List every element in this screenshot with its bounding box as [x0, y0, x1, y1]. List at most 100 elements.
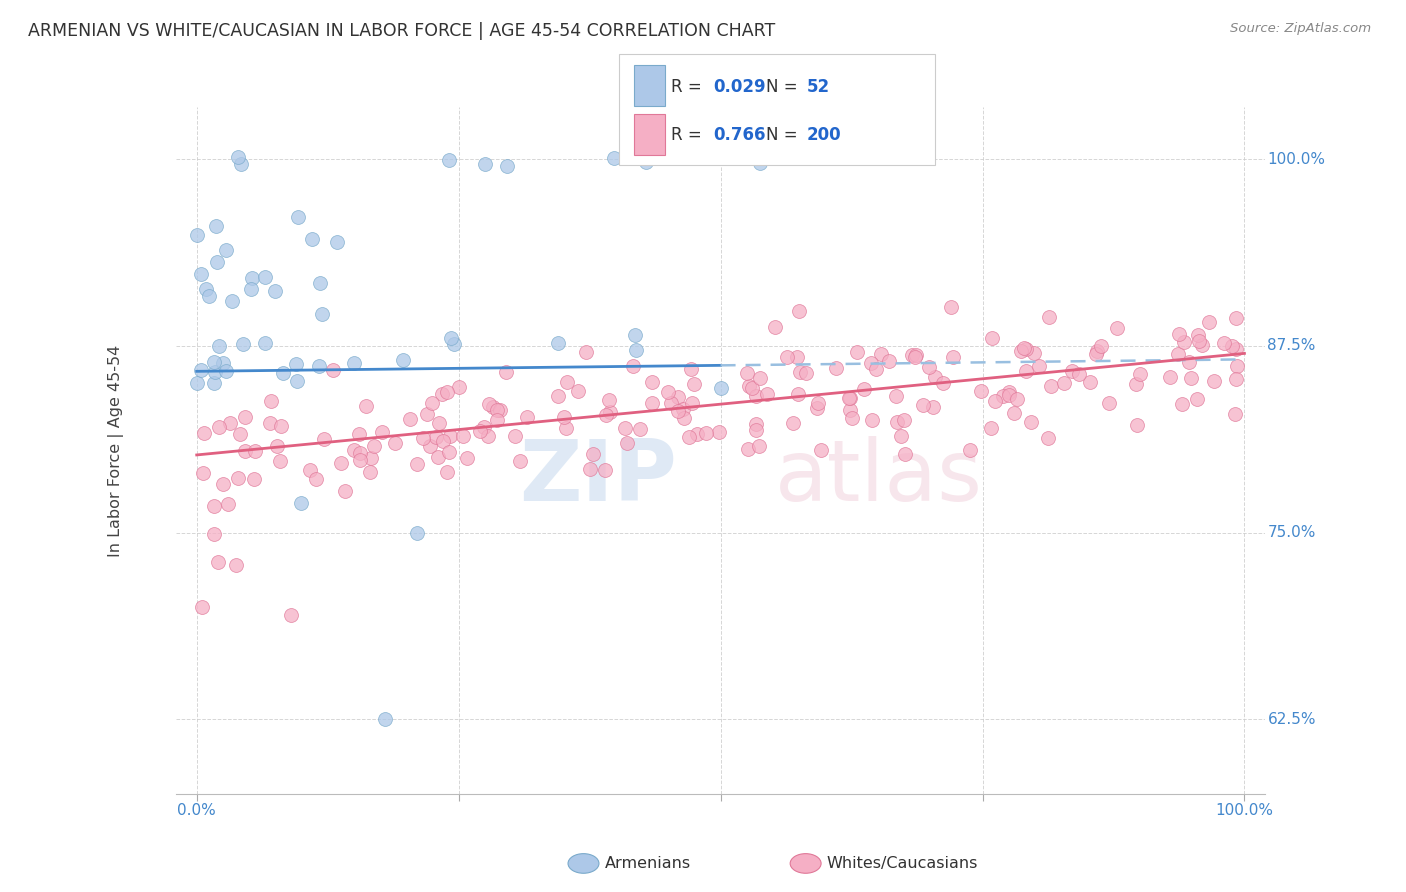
Point [439, 153, 461, 167]
Point [195, 282, 218, 296]
Text: 0.0%: 0.0% [177, 803, 217, 818]
Point [287, 210, 309, 224]
Point [1040, 378, 1063, 392]
Point [215, 364, 238, 378]
Point [208, 419, 231, 434]
Point [1126, 418, 1149, 433]
Point [488, 403, 510, 417]
Point [547, 335, 569, 350]
Point [1007, 392, 1029, 406]
Point [886, 415, 908, 429]
Point [202, 376, 225, 390]
Point [477, 397, 499, 411]
Point [984, 394, 1007, 409]
Point [1180, 371, 1202, 385]
Point [245, 444, 267, 458]
Point [1012, 341, 1035, 355]
Point [682, 377, 704, 392]
Point [838, 403, 860, 417]
Point [616, 435, 638, 450]
Point [335, 484, 357, 499]
Point [436, 465, 458, 479]
Point [1188, 334, 1211, 348]
Point [456, 451, 478, 466]
Point [496, 159, 519, 173]
Point [440, 331, 463, 345]
Point [486, 413, 509, 427]
Point [325, 235, 347, 249]
Point [427, 416, 450, 430]
Point [846, 344, 869, 359]
Point [1167, 327, 1189, 342]
Point [229, 157, 252, 171]
Point [226, 150, 249, 164]
Point [741, 381, 763, 395]
Point [998, 387, 1021, 401]
Point [308, 359, 330, 373]
Point [595, 463, 617, 477]
Point [370, 425, 392, 440]
Point [191, 466, 214, 480]
Point [204, 365, 226, 379]
Point [470, 424, 492, 438]
Point [555, 421, 578, 435]
Point [190, 268, 212, 282]
Point [1185, 392, 1208, 406]
Point [495, 365, 517, 379]
Point [253, 269, 276, 284]
Point [981, 331, 1004, 345]
Point [661, 396, 683, 410]
Point [253, 336, 276, 351]
Point [807, 395, 830, 409]
Point [212, 476, 235, 491]
Point [678, 430, 700, 444]
Point [877, 354, 900, 368]
Point [547, 389, 569, 403]
Point [852, 382, 875, 396]
Point [748, 371, 770, 385]
Point [405, 525, 427, 540]
Text: 0.029: 0.029 [713, 78, 765, 95]
Text: Armenians: Armenians [605, 856, 690, 871]
Point [284, 357, 307, 371]
Point [624, 327, 647, 342]
Point [1159, 370, 1181, 384]
Point [1053, 376, 1076, 391]
Point [193, 425, 215, 440]
Point [745, 417, 768, 432]
Point [602, 152, 624, 166]
Point [626, 343, 648, 358]
Text: 100.0%: 100.0% [1267, 152, 1326, 167]
Point [343, 443, 366, 458]
Text: R =: R = [671, 126, 707, 144]
Point [202, 355, 225, 369]
Point [229, 427, 252, 442]
Point [640, 395, 662, 409]
Text: N =: N = [766, 78, 803, 95]
Point [1002, 406, 1025, 420]
Point [841, 411, 863, 425]
Point [374, 712, 396, 726]
Point [1105, 321, 1128, 335]
Point [232, 337, 254, 351]
Point [787, 304, 810, 318]
Point [709, 381, 731, 395]
Point [205, 219, 228, 233]
Point [1069, 367, 1091, 381]
Point [918, 360, 941, 375]
Point [363, 439, 385, 453]
Point [509, 453, 531, 467]
Point [1220, 339, 1243, 353]
Point [1038, 310, 1060, 324]
Point [263, 284, 285, 298]
Point [239, 282, 262, 296]
Point [477, 428, 499, 442]
Point [430, 387, 453, 401]
Point [939, 300, 962, 314]
Text: 52: 52 [807, 78, 830, 95]
Point [280, 607, 302, 622]
Point [347, 426, 370, 441]
Point [672, 401, 695, 416]
Point [839, 391, 862, 405]
Point [959, 443, 981, 458]
